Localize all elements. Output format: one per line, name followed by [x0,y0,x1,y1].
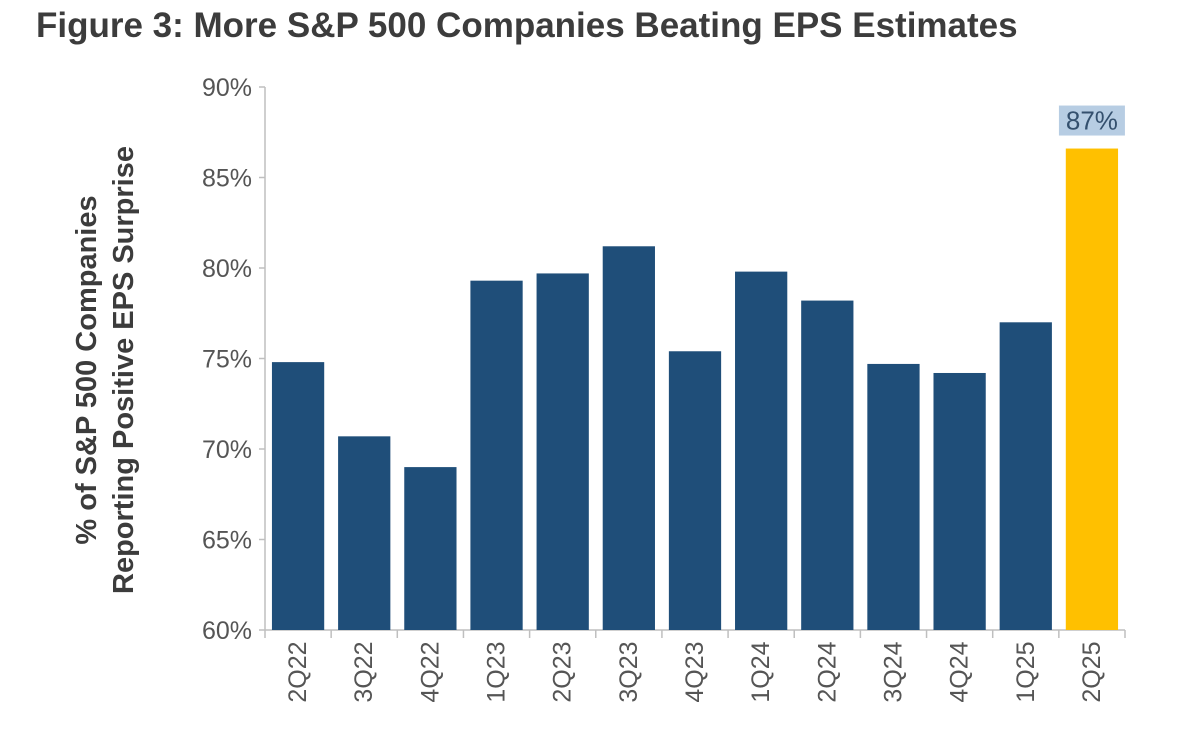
bar-4q23 [668,351,722,630]
y-tick-label: 70% [202,436,252,464]
x-tick-label: 1Q23 [483,641,511,702]
bar-3q23 [602,246,655,630]
x-tick-label: 2Q22 [284,641,312,702]
x-axis-ticks: 2Q22 3Q22 4Q22 1Q23 2Q23 3Q23 4Q23 1Q24 2Q24 3Q24… [284,641,1106,702]
y-tick-label: 80% [202,255,252,283]
bar-3q24 [867,363,920,630]
bar-2q22 [271,362,325,630]
x-tick-label: 2Q25 [1078,641,1106,702]
x-tick-label: 3Q22 [350,641,378,702]
x-tick-label: 4Q23 [681,641,709,702]
x-tick-label: 3Q24 [879,641,907,702]
bar-1q25 [999,322,1052,630]
bar-2q25 [1065,148,1119,631]
data-label: 87% [1066,106,1118,136]
bar-3q22 [338,436,391,630]
bar-1q23 [470,280,523,630]
y-axis-label-line: Reporting Positive EPS Surprise [108,146,140,594]
y-tick-label: 60% [202,617,252,645]
x-tick-label: 4Q24 [946,641,974,702]
bar-4q24 [933,372,986,630]
x-tick-label: 3Q23 [615,641,643,702]
x-tick-label: 4Q22 [416,641,444,702]
bar-2q24 [801,300,854,630]
bar-2q23 [536,273,589,630]
x-tick-label: 1Q25 [1012,641,1040,702]
bar-1q24 [735,271,788,630]
y-axis-label-line: % of S&P 500 Companies [71,195,103,544]
x-tick-label: 1Q24 [747,641,775,702]
data-label-background [1058,105,1125,136]
y-tick-label: 75% [202,346,252,374]
y-tick-label: 65% [202,527,252,555]
y-tick-label: 85% [202,165,252,193]
y-axis-label: % of S&P 500 Companies Reporting Positive… [71,146,140,594]
x-tick-label: 2Q23 [549,641,577,702]
x-tick-label: 2Q24 [813,641,841,702]
chart-title: Figure 3: More S&P 500 Companies Beating… [36,6,1018,45]
y-axis-ticks: 60% 65% 70% 75% 80% 85% 90% [202,74,252,645]
bar-4q22 [404,467,457,630]
data-labels: 87% [1058,105,1125,136]
bars [271,148,1119,631]
y-tick-label: 90% [202,74,252,102]
